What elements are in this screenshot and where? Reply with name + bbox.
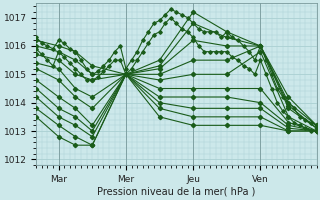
X-axis label: Pression niveau de la mer( hPa ): Pression niveau de la mer( hPa ) [97, 187, 256, 197]
